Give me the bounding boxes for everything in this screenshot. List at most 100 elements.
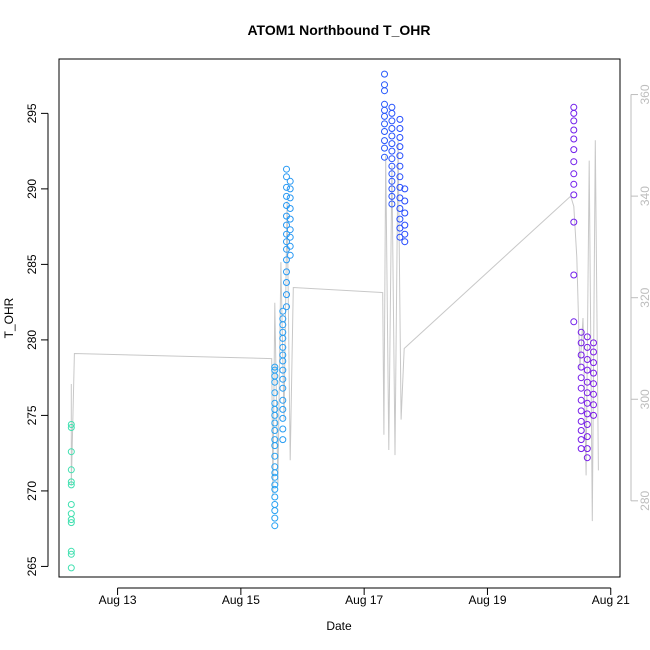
data-point [570, 271, 578, 279]
data-point [590, 348, 597, 356]
data-point [388, 117, 396, 125]
data-point [583, 454, 591, 462]
data-point [279, 315, 287, 323]
data-point [279, 405, 287, 413]
y2-tick-label: 280 [638, 490, 650, 510]
data-point [381, 87, 388, 95]
data-point [396, 183, 404, 191]
data-point [279, 366, 287, 374]
data-point [271, 372, 279, 380]
data-point [590, 339, 597, 347]
data-point [271, 419, 279, 427]
data-point [577, 436, 585, 444]
data-point [401, 238, 409, 246]
data-point [577, 417, 585, 425]
data-point [279, 334, 287, 342]
x-axis-label: Date [326, 619, 352, 633]
y2-tick-label: 300 [638, 389, 650, 409]
data-point [396, 205, 404, 212]
data-point [590, 390, 597, 398]
data-point [381, 144, 388, 152]
data-point [388, 109, 396, 117]
data-point [396, 194, 404, 202]
data-point [381, 81, 388, 89]
data-point [67, 448, 75, 456]
data-point [67, 478, 75, 486]
data-point [279, 375, 287, 383]
y-tick-label: 265 [25, 556, 39, 576]
data-point [388, 185, 396, 193]
data-point [570, 126, 578, 134]
data-point [381, 128, 388, 135]
data-point [577, 351, 585, 359]
data-point [67, 481, 75, 489]
data-point [286, 251, 294, 259]
data-point [388, 103, 396, 111]
data-point [283, 291, 290, 299]
data-point [67, 466, 75, 474]
secondary-series-line [70, 140, 599, 522]
data-point [583, 389, 591, 397]
data-point [279, 436, 287, 444]
data-point [396, 215, 404, 223]
data-point [583, 399, 591, 407]
data-point [388, 132, 396, 140]
data-point [271, 378, 279, 386]
y-tick-label: 280 [25, 330, 39, 350]
data-point [283, 238, 290, 246]
data-point [279, 307, 287, 315]
data-point [577, 427, 585, 434]
data-point [271, 514, 279, 522]
data-point [67, 516, 75, 524]
data-point [279, 414, 287, 422]
data-point [570, 103, 578, 111]
chart-title: ATOM1 Northbound T_OHR [247, 22, 430, 38]
data-point [570, 170, 578, 178]
data-point [271, 481, 279, 489]
data-point [583, 445, 591, 453]
data-point [577, 396, 585, 404]
data-point [271, 469, 279, 477]
data-point [286, 233, 294, 241]
data-point [283, 165, 290, 173]
data-point [396, 125, 404, 132]
data-point [388, 200, 396, 208]
data-point [283, 268, 290, 276]
data-point [583, 343, 591, 351]
data-point [381, 137, 388, 145]
data-point [570, 158, 578, 166]
data-point [583, 410, 591, 418]
data-point [271, 442, 279, 450]
data-point [271, 522, 279, 530]
y-axis-label: T_OHR [2, 297, 16, 338]
data-point [271, 507, 279, 515]
y2-tick-label: 320 [638, 287, 650, 307]
data-point [577, 374, 585, 382]
data-point [570, 109, 578, 117]
data-point [271, 427, 279, 434]
data-point [590, 380, 597, 388]
data-point [401, 197, 409, 205]
data-point [283, 183, 290, 191]
x-axis: Aug 13 Aug 15 Aug 17 Aug 19 Aug 21 [99, 587, 630, 607]
data-point [67, 501, 75, 508]
data-point [381, 112, 388, 120]
data-point [388, 155, 396, 163]
data-point [283, 192, 290, 200]
points-layer [67, 70, 597, 572]
data-point [590, 411, 597, 419]
data-point [577, 384, 585, 392]
data-point [271, 363, 279, 371]
data-point [401, 221, 409, 229]
data-point [583, 366, 591, 374]
data-point [381, 120, 388, 128]
data-point [396, 134, 404, 141]
data-point [577, 445, 585, 453]
plot-frame [58, 58, 621, 578]
data-point [590, 359, 597, 367]
x-tick-label: Aug 19 [468, 593, 506, 607]
x-tick-label: Aug 17 [345, 593, 383, 607]
y2-tick-label: 360 [638, 84, 650, 104]
data-point [67, 424, 75, 431]
